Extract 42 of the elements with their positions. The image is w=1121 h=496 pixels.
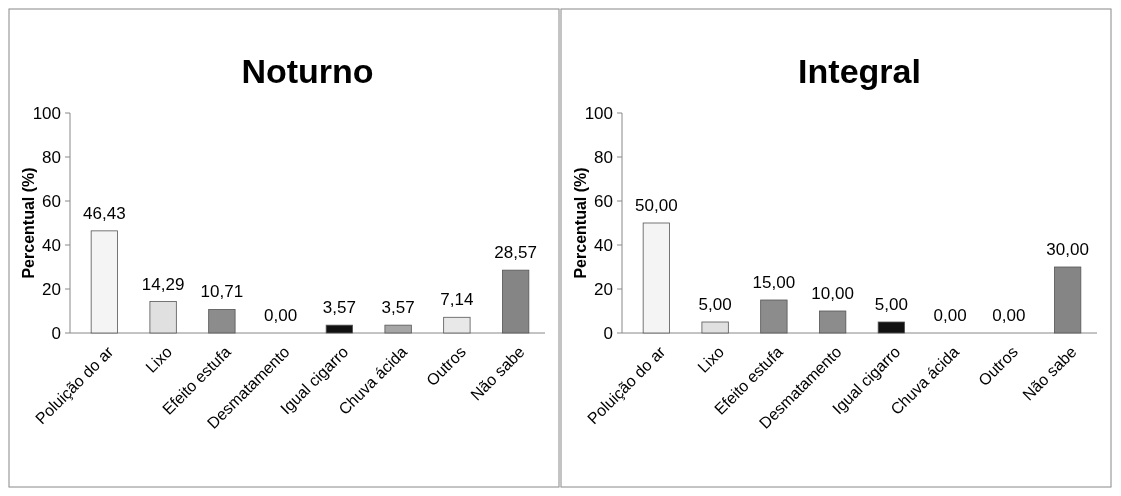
x-tick-label: Lixo: [694, 342, 728, 376]
data-label: 28,57: [494, 243, 537, 263]
chart-title: Integral: [798, 52, 921, 90]
bar: [90, 230, 118, 334]
data-label: 5,00: [874, 295, 908, 314]
data-label: 7,14: [440, 290, 474, 310]
y-tick-label: 80: [594, 147, 613, 167]
y-tick-label: 100: [584, 103, 613, 123]
data-label: 3,57: [381, 298, 415, 318]
data-label: 0,00: [933, 306, 967, 325]
y-tick-label: 0: [51, 323, 61, 343]
x-tick-label: Lixo: [142, 342, 176, 376]
y-tick-label: 60: [42, 191, 61, 211]
bar: [325, 324, 353, 334]
y-axis-title: Percentual (%): [572, 167, 589, 279]
data-label: 0,00: [992, 306, 1026, 325]
bar: [642, 222, 670, 334]
data-label: 15,00: [752, 273, 796, 292]
y-tick-label: 20: [42, 279, 61, 299]
data-label: 10,71: [200, 282, 244, 302]
y-tick-label: 0: [603, 323, 613, 343]
bar: [443, 316, 471, 334]
data-label: 0,00: [264, 306, 298, 325]
bar: [701, 321, 729, 334]
y-axis-title: Percentual (%): [20, 167, 37, 279]
data-label: 10,00: [811, 284, 854, 303]
data-label: 30,00: [1046, 240, 1089, 259]
bar: [149, 301, 177, 334]
data-label: 5,00: [698, 295, 732, 314]
y-tick-label: 20: [594, 279, 613, 299]
y-tick-label: 40: [594, 235, 613, 255]
y-tick-label: 80: [42, 147, 61, 167]
data-label: 46,43: [83, 203, 126, 223]
y-tick-label: 100: [32, 103, 61, 123]
chart-title: Noturno: [241, 52, 374, 90]
data-label: 50,00: [635, 196, 678, 215]
data-label: 3,57: [322, 298, 356, 318]
y-tick-label: 40: [42, 235, 61, 255]
data-label: 14,29: [141, 274, 185, 294]
y-tick-label: 60: [594, 191, 613, 211]
bar: [877, 321, 905, 334]
bar: [384, 324, 412, 334]
